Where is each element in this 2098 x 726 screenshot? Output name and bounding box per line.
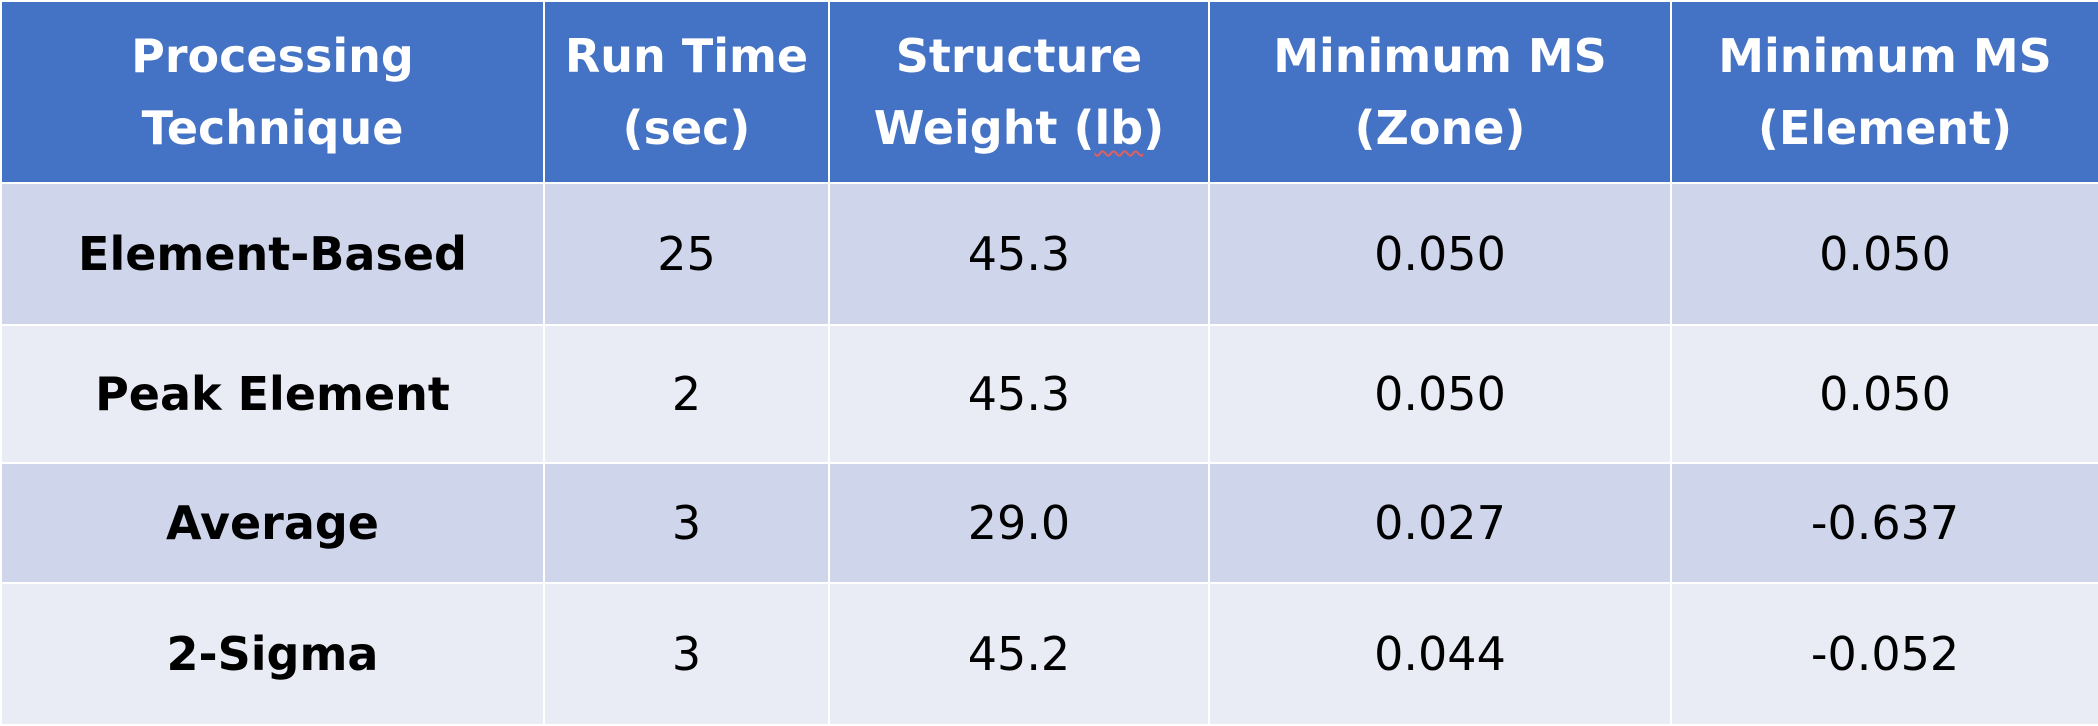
table-row: Element-Based 25 45.3 0.050 0.050 [0, 182, 2098, 326]
cell-ms-zone: 0.027 [1208, 462, 1672, 584]
cell-method: 2-Sigma [0, 582, 545, 726]
cell-run-time: 2 [543, 324, 830, 464]
cell-ms-element: -0.637 [1670, 462, 2098, 584]
cell-weight: 45.3 [828, 324, 1210, 464]
header-run-time: Run Time (sec) [543, 0, 830, 184]
cell-weight: 29.0 [828, 462, 1210, 584]
header-structure-weight: Structure Weight (lb) [828, 0, 1210, 184]
cell-method: Peak Element [0, 324, 545, 464]
cell-weight: 45.2 [828, 582, 1210, 726]
cell-method: Element-Based [0, 182, 545, 326]
header-minimum-ms-element: Minimum MS (Element) [1670, 0, 2098, 184]
cell-method: Average [0, 462, 545, 584]
cell-weight: 45.3 [828, 182, 1210, 326]
cell-run-time: 3 [543, 582, 830, 726]
cell-run-time: 25 [543, 182, 830, 326]
cell-ms-zone: 0.050 [1208, 182, 1672, 326]
cell-run-time: 3 [543, 462, 830, 584]
spellcheck-underline: lb [1094, 101, 1144, 155]
table-row: Average 3 29.0 0.027 -0.637 [0, 462, 2098, 584]
cell-ms-zone: 0.044 [1208, 582, 1672, 726]
header-minimum-ms-zone: Minimum MS (Zone) [1208, 0, 1672, 184]
cell-ms-element: 0.050 [1670, 182, 2098, 326]
cell-ms-element: -0.052 [1670, 582, 2098, 726]
header-processing-technique: Processing Technique [0, 0, 545, 184]
cell-ms-element: 0.050 [1670, 324, 2098, 464]
table-header-row: Processing Technique Run Time (sec) Stru… [0, 0, 2098, 184]
table-row: 2-Sigma 3 45.2 0.044 -0.052 [0, 582, 2098, 726]
table-row: Peak Element 2 45.3 0.050 0.050 [0, 324, 2098, 464]
cell-ms-zone: 0.050 [1208, 324, 1672, 464]
